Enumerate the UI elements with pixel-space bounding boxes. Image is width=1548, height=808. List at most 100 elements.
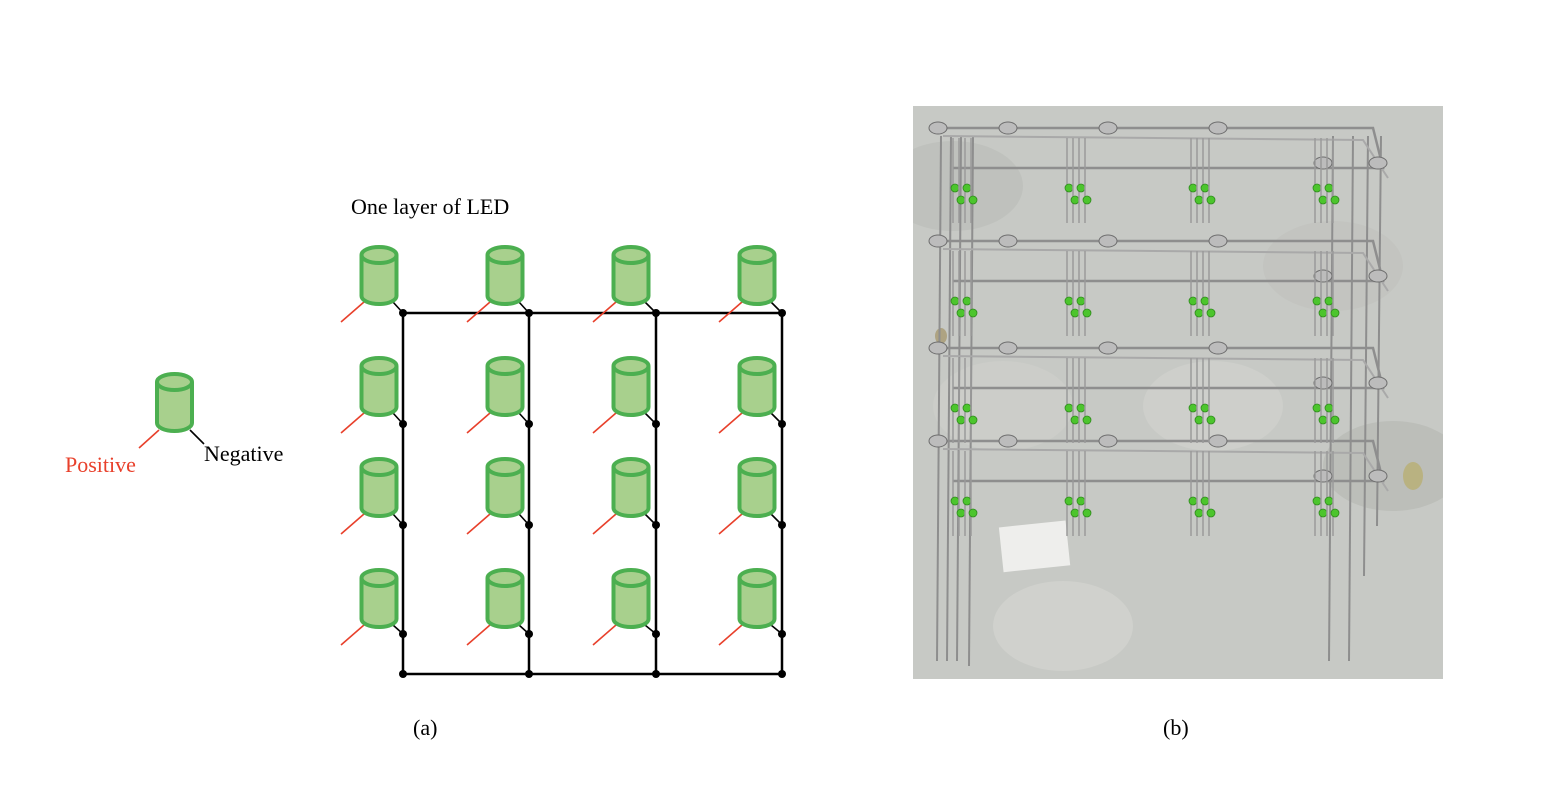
green-led [1064,403,1074,413]
led-group [1064,251,1092,336]
led-icon [340,568,404,646]
green-led [1312,403,1322,413]
led-icon [466,457,530,535]
green-led [1200,403,1210,413]
led-icon [718,356,783,434]
green-led [1206,195,1216,205]
solder-joint [1313,376,1333,390]
green-led [1324,403,1334,413]
junction-dot [525,670,533,678]
panel-b-caption: (b) [1163,715,1189,740]
panel-a-caption: (a) [413,715,438,740]
solder-joint [928,121,948,135]
led-group [1312,138,1340,223]
layer-frame [928,121,1389,179]
green-led [1188,296,1198,306]
solder-joint [1208,434,1228,448]
led-icon [340,245,404,323]
junction-dot [652,630,660,638]
solder-joint [1098,434,1118,448]
led-group [950,358,978,443]
positive-label: Positive [65,452,136,477]
solder-joint [1098,341,1118,355]
green-led [1206,415,1216,425]
positive-lead [718,513,743,535]
green-led [962,403,972,413]
led-icon [718,245,783,323]
green-led [962,296,972,306]
positive-lead [466,412,491,434]
layer-frame [928,234,1389,292]
green-led [1200,183,1210,193]
green-led [956,415,966,425]
wiring [401,311,784,676]
negative-lead [189,429,205,445]
green-led [1324,296,1334,306]
layer-frame [928,341,1389,399]
green-led [956,508,966,518]
green-led [962,183,972,193]
solder-joint [1313,156,1333,170]
led-icon [340,457,404,535]
led-group [1312,358,1340,443]
led-icon [466,568,530,646]
junction-dot [778,630,786,638]
solder-joint [998,121,1018,135]
junction-dot [399,309,407,317]
junction-dot [525,521,533,529]
solder-joint [1368,376,1388,390]
junction-dot [399,521,407,529]
positive-lead [340,624,365,646]
solder-joint [998,234,1018,248]
green-led [950,496,960,506]
positive-lead [466,301,491,323]
green-led [1200,296,1210,306]
stain-mark [1403,462,1423,490]
solder-joint [1208,341,1228,355]
junction-dot [652,309,660,317]
green-led [956,308,966,318]
junction-dot [778,670,786,678]
green-led [1194,308,1204,318]
green-led [1194,195,1204,205]
solder-joint [1208,121,1228,135]
led-group [1188,138,1216,223]
led-icon [718,568,783,646]
green-led [1082,415,1092,425]
green-led [950,296,960,306]
green-led [1330,308,1340,318]
solder-joint [998,434,1018,448]
junction-dot [399,420,407,428]
positive-lead [718,301,743,323]
paper-scrap [998,520,1071,573]
green-led [1188,496,1198,506]
positive-lead [138,429,160,449]
positive-lead [592,301,617,323]
solder-joint [1368,269,1388,283]
junction-dot [525,630,533,638]
solder-joint [998,341,1018,355]
green-led [1082,308,1092,318]
led-icon [592,457,657,535]
led-group [1188,358,1216,443]
led-group [1312,451,1340,536]
green-led [1324,183,1334,193]
green-led [1070,195,1080,205]
led-icon [592,245,657,323]
green-led [1312,296,1322,306]
green-led [1318,508,1328,518]
led-icon [718,457,783,535]
green-led [1194,415,1204,425]
vertical-wire [1328,135,1334,662]
solder-joint [928,341,948,355]
green-led [1318,308,1328,318]
green-led [1070,508,1080,518]
green-led [968,508,978,518]
green-led [1076,403,1086,413]
led-cube-photo [913,106,1443,679]
positive-lead [718,624,743,646]
green-led [1064,183,1074,193]
led-group [1312,251,1340,336]
junction-dot [778,521,786,529]
